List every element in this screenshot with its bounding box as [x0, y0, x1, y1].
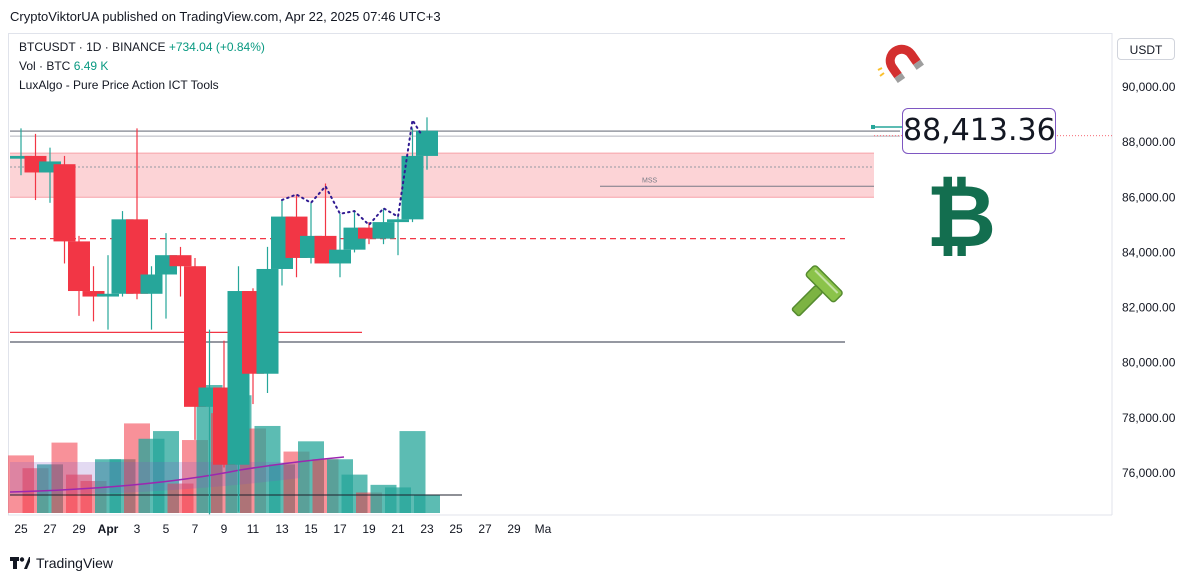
time-tick-label: 5: [163, 522, 170, 536]
time-tick-label: Apr: [98, 522, 119, 536]
time-tick-label: Ma: [535, 522, 552, 536]
candle-body[interactable]: [329, 249, 351, 264]
bitcoin-icon: ₿: [926, 167, 996, 267]
chart-frame: [8, 33, 1112, 515]
publisher-line: CryptoViktorUA published on TradingView.…: [10, 9, 441, 24]
tradingview-footer[interactable]: TradingView: [10, 555, 113, 571]
candle-body[interactable]: [358, 227, 380, 239]
price-tick-label: 78,000.00: [1122, 411, 1176, 425]
callout-anchor: [871, 124, 875, 129]
volume-line[interactable]: Vol · BTC 6.49 K: [19, 57, 265, 76]
volume-bar: [414, 495, 440, 513]
candle-body[interactable]: [372, 222, 395, 239]
candle-body[interactable]: [256, 268, 279, 374]
time-tick-label: 7: [192, 522, 199, 536]
price-tick-label: 76,000.00: [1122, 466, 1176, 480]
swing-dotted-path: [281, 117, 422, 227]
candle-body[interactable]: [401, 155, 424, 220]
mss-label: MSS: [642, 177, 658, 184]
time-tick-label: 27: [478, 522, 492, 536]
candle-body[interactable]: [184, 266, 206, 407]
time-tick-label: 11: [247, 522, 260, 536]
candle-body[interactable]: [82, 291, 105, 297]
symbol-info: BTCUSDT · 1D · BINANCE: [19, 40, 166, 54]
time-tick-label: 25: [449, 522, 463, 536]
price-tick-label: 82,000.00: [1122, 301, 1176, 315]
candle-body[interactable]: [140, 274, 163, 294]
hammer-icon: [791, 265, 843, 317]
price-tick-label: 88,000.00: [1122, 135, 1176, 149]
time-tick-label: 17: [333, 522, 347, 536]
volume-value: 6.49 K: [73, 59, 109, 73]
time-tick-label: 25: [14, 522, 28, 536]
candle-body[interactable]: [10, 155, 32, 159]
time-tick-label: 29: [507, 522, 521, 536]
candle-body[interactable]: [39, 161, 61, 173]
magnet-icon: [877, 44, 924, 84]
candle-body[interactable]: [387, 219, 409, 223]
time-tick-label: 27: [43, 522, 57, 536]
candle-body[interactable]: [169, 255, 192, 267]
time-tick-label: 21: [391, 522, 405, 536]
last-price-callout: 88,413.36: [902, 108, 1056, 154]
publisher-header: CryptoViktorUA published on TradingView.…: [0, 0, 1200, 32]
price-change: +734.04 (+0.84%): [168, 40, 265, 54]
candle-body[interactable]: [416, 130, 438, 156]
price-tick-label: 80,000.00: [1122, 356, 1176, 370]
footer-brand: TradingView: [36, 555, 114, 571]
price-tick-label: 84,000.00: [1122, 245, 1176, 259]
price-tick-label: 90,000.00: [1122, 80, 1176, 94]
volume-label: Vol · BTC: [19, 59, 71, 73]
currency-button[interactable]: USDT: [1117, 38, 1175, 60]
time-tick-label: 15: [304, 522, 318, 536]
time-tick-label: 13: [275, 522, 289, 536]
time-tick-label: 23: [420, 522, 434, 536]
symbol-line[interactable]: BTCUSDT · 1D · BINANCE +734.04 (+0.84%): [19, 38, 265, 57]
time-tick-label: 3: [134, 522, 141, 536]
time-tick-label: 9: [221, 522, 228, 536]
volume-ma-band: [10, 462, 300, 495]
candle-body[interactable]: [68, 241, 90, 292]
supply-zone: [10, 153, 874, 198]
chart-legend: BTCUSDT · 1D · BINANCE +734.04 (+0.84%) …: [19, 38, 265, 95]
candle-body[interactable]: [97, 293, 119, 297]
candle-body[interactable]: [53, 164, 76, 242]
time-tick-label: 29: [72, 522, 86, 536]
volume-ma-line: [9, 456, 345, 493]
tradingview-logo-icon: [10, 557, 30, 569]
time-tick-label: 19: [362, 522, 376, 536]
indicator-name[interactable]: LuxAlgo - Pure Price Action ICT Tools: [19, 78, 219, 92]
price-tick-label: 86,000.00: [1122, 190, 1176, 204]
